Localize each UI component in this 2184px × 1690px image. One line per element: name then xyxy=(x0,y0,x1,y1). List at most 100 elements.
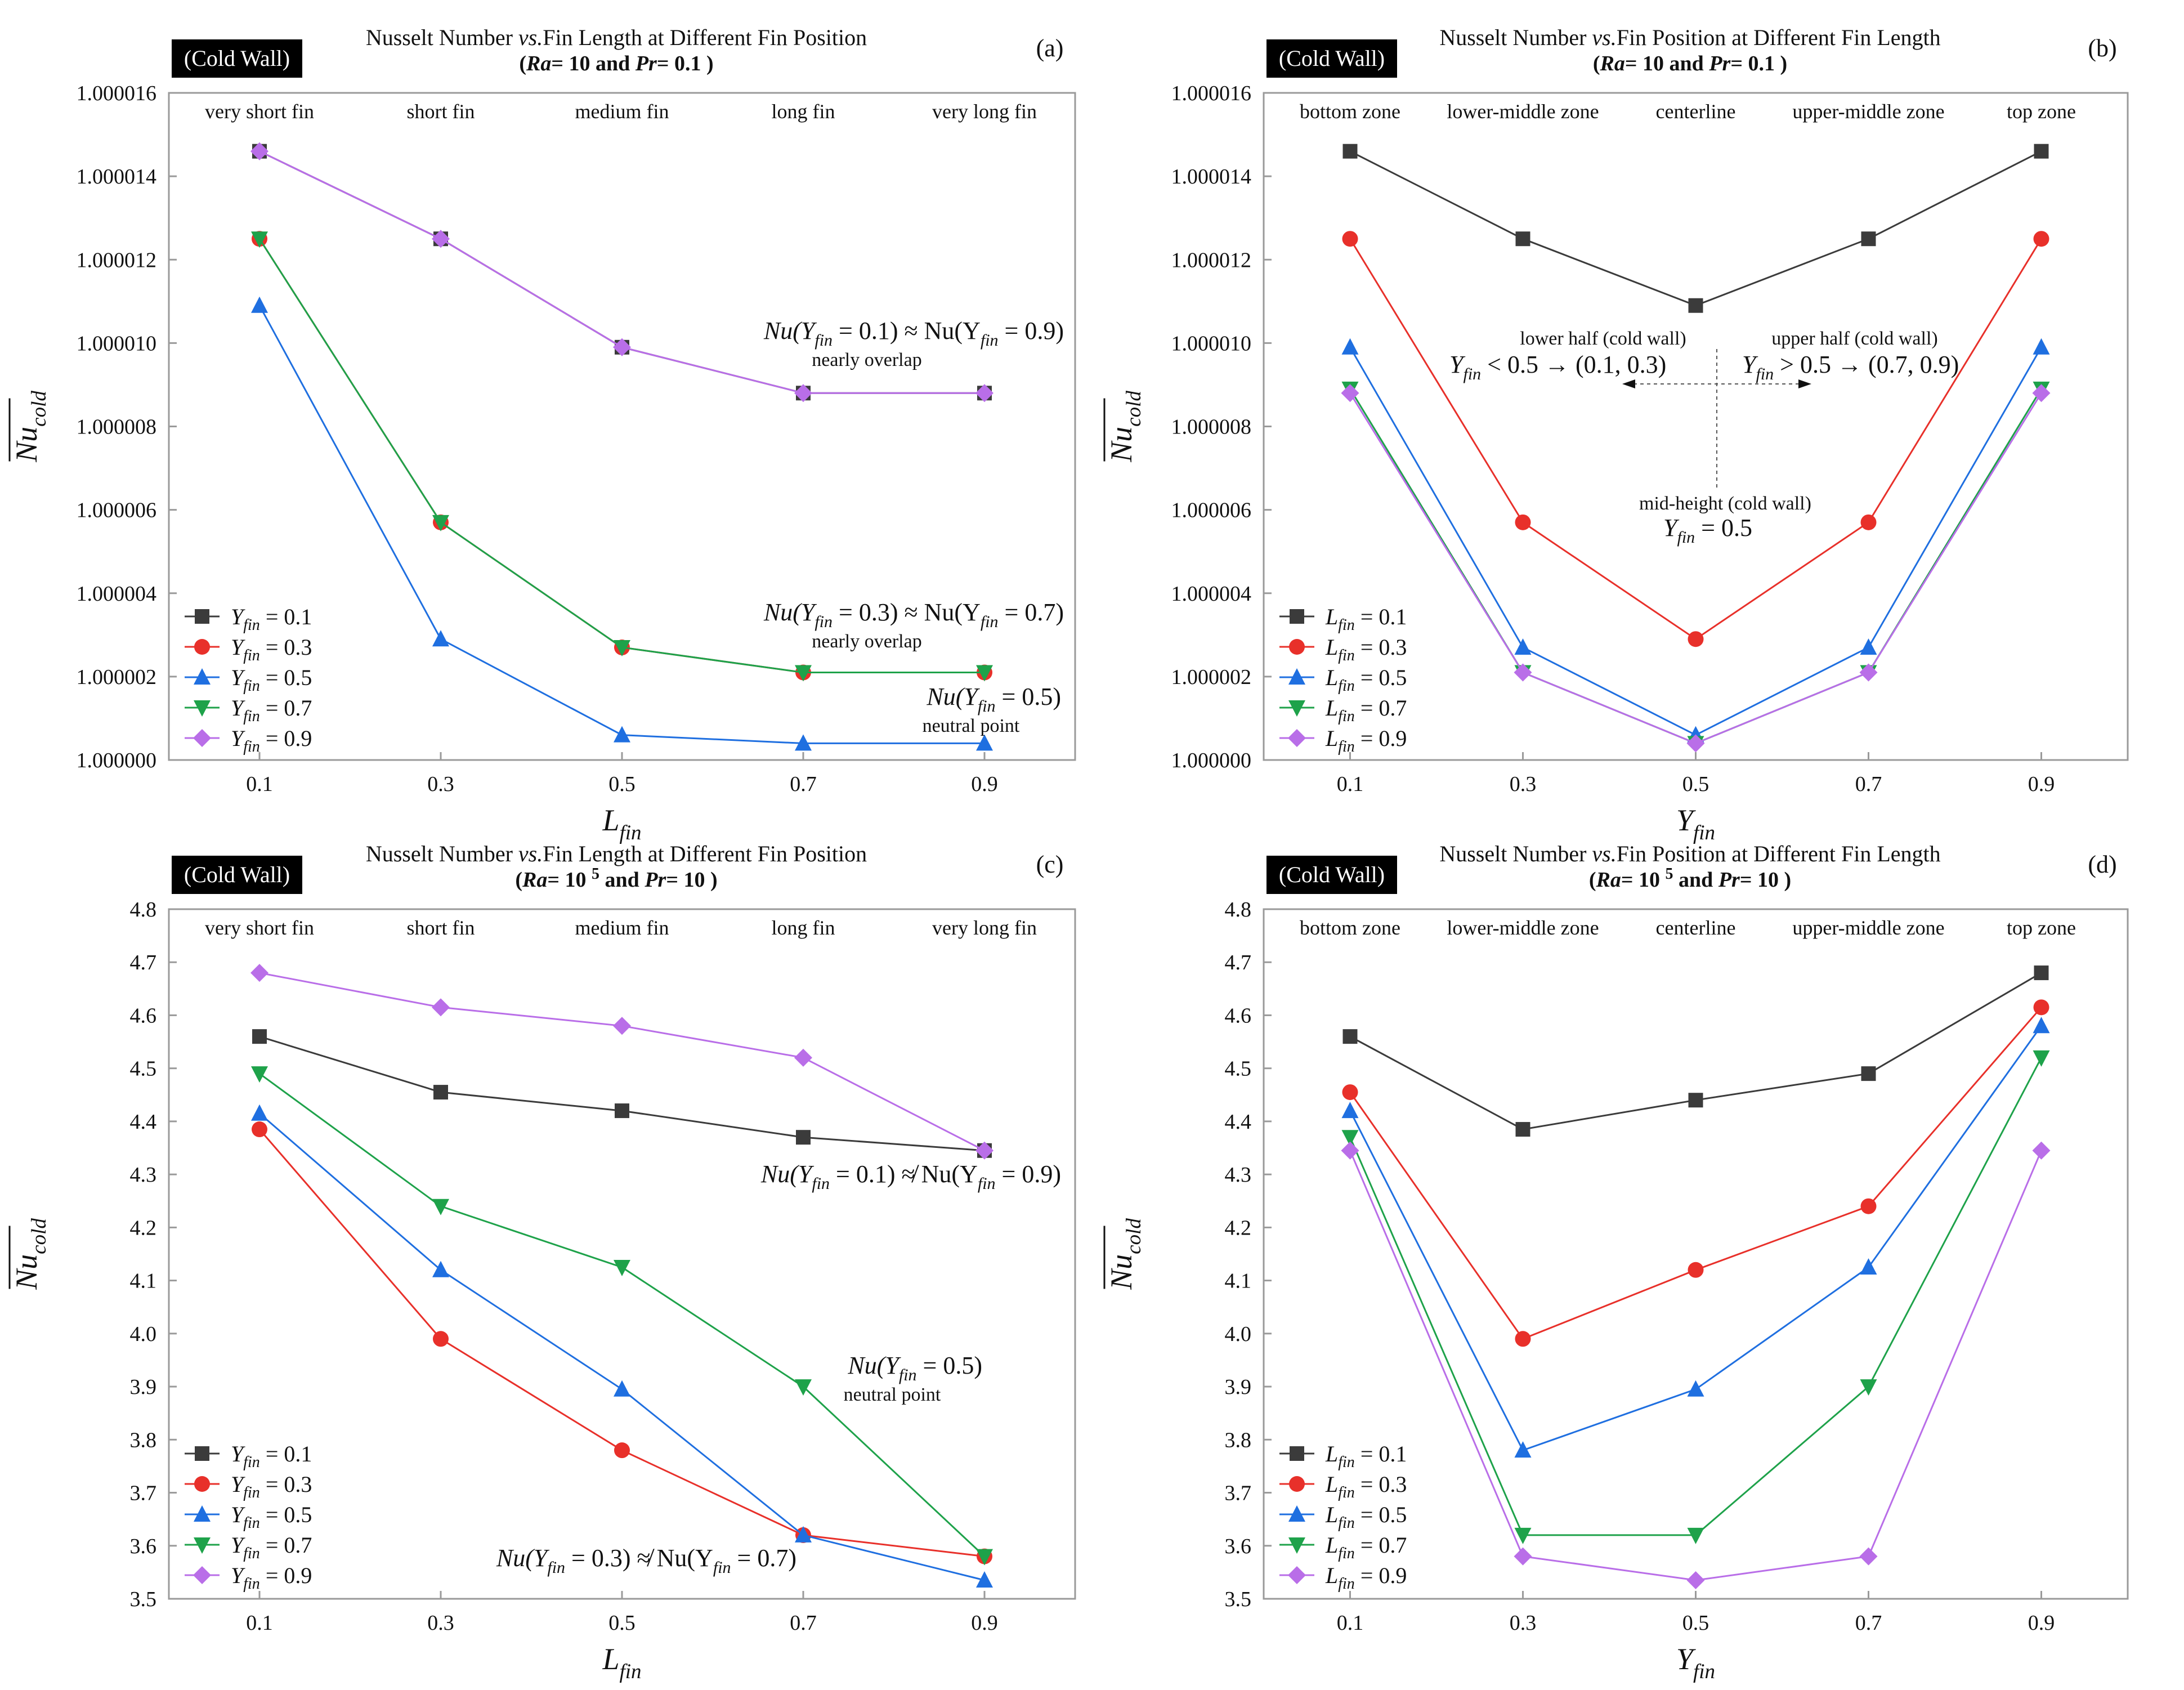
y-axis-label-group: Nucold xyxy=(1103,1218,1145,1290)
y-tick-label: 3.6 xyxy=(130,1535,157,1558)
data-point xyxy=(2032,1141,2051,1160)
data-point xyxy=(1687,1527,1704,1544)
y-tick-label: 4.6 xyxy=(1225,1004,1252,1027)
data-point xyxy=(251,296,268,313)
plot-frame xyxy=(168,92,1076,761)
series-line xyxy=(1349,388,2042,745)
x-tick-label: 0.7 xyxy=(1855,772,1882,796)
data-point xyxy=(1860,1258,1877,1275)
series-line xyxy=(1349,1057,2042,1536)
cold-wall-badge-label: (Cold Wall) xyxy=(1279,46,1385,71)
zone-label: long fin xyxy=(772,100,835,123)
y-tick-label: 3.5 xyxy=(1225,1588,1252,1611)
x-tick-label: 0.9 xyxy=(2028,1611,2055,1635)
annotation-a-note-3: neutral point xyxy=(923,716,1020,736)
panel-c: Nusselt Number vs.Fin Length at Differen… xyxy=(8,841,1076,1683)
data-point xyxy=(795,665,812,682)
legend-marker xyxy=(1289,1476,1305,1492)
y-tick-label: 1.000016 xyxy=(77,82,157,105)
legend-entry: Yfin = 0.5 xyxy=(231,1502,312,1532)
data-point xyxy=(432,630,449,647)
chart-title: Nusselt Number vs.Fin Position at Differ… xyxy=(1439,25,1940,50)
data-point xyxy=(1688,1093,1703,1108)
cold-wall-badge xyxy=(1266,856,1397,894)
x-tick-label: 0.3 xyxy=(1510,1611,1537,1635)
series-line xyxy=(258,305,984,744)
data-point xyxy=(796,1130,811,1145)
y-tick-label: 4.3 xyxy=(130,1163,157,1187)
legend-marker xyxy=(194,1505,211,1522)
chart-title: Nusselt Number vs.Fin Position at Differ… xyxy=(1439,841,1940,866)
y-tick-label: 1.000004 xyxy=(77,582,157,606)
cold-wall-badge xyxy=(172,39,302,78)
data-point xyxy=(2033,999,2049,1016)
y-axis-label: Nucold xyxy=(1104,391,1145,463)
legend-entry: Lfin = 0.3 xyxy=(1325,1472,1407,1501)
data-point xyxy=(250,142,268,160)
data-point xyxy=(614,726,630,743)
data-point xyxy=(1860,1198,1877,1214)
series-line xyxy=(1349,1007,2042,1340)
legend-entry: Yfin = 0.3 xyxy=(231,634,312,664)
y-tick-label: 3.6 xyxy=(1225,1535,1252,1558)
legend-entry: Lfin = 0.9 xyxy=(1325,726,1407,755)
zone-label: upper-middle zone xyxy=(1792,100,1944,123)
data-point xyxy=(1341,384,1359,403)
y-tick-label: 1.000012 xyxy=(1171,248,1252,272)
legend-marker xyxy=(194,1476,210,1492)
x-tick-label: 0.1 xyxy=(246,1611,273,1635)
zone-label: top zone xyxy=(2007,100,2076,123)
legend-marker xyxy=(1288,1505,1305,1522)
data-point xyxy=(615,1103,629,1119)
x-tick-label: 0.7 xyxy=(790,1611,817,1635)
legend-marker xyxy=(194,1537,211,1554)
x-tick-label: 0.9 xyxy=(2028,772,2055,796)
data-point xyxy=(795,1526,812,1543)
data-point xyxy=(1688,1262,1704,1278)
legend-entry: Yfin = 0.9 xyxy=(231,1563,312,1593)
zone-label: centerline xyxy=(1656,100,1736,123)
y-tick-label: 3.5 xyxy=(130,1588,157,1611)
data-point xyxy=(1860,514,1877,530)
chart-subtitle: (Ra= 10 and Pr= 0.1 ) xyxy=(1593,52,1787,75)
data-point xyxy=(1687,1380,1704,1397)
y-tick-label: 1.000008 xyxy=(77,415,157,439)
legend-entry: Lfin = 0.1 xyxy=(1325,604,1407,634)
data-point xyxy=(1688,631,1704,647)
x-tick-label: 0.1 xyxy=(1337,772,1364,796)
data-point xyxy=(432,230,450,248)
y-tick-label: 1.000014 xyxy=(77,165,157,189)
legend-marker xyxy=(193,1566,211,1584)
zone-label: very short fin xyxy=(205,100,314,123)
y-axis-label: Nucold xyxy=(10,391,51,463)
data-point xyxy=(433,1331,449,1347)
panel-label: (a) xyxy=(1036,34,1064,62)
data-point xyxy=(1514,1441,1532,1458)
x-tick-label: 0.9 xyxy=(971,1611,998,1635)
y-tick-label: 1.000010 xyxy=(77,332,157,355)
x-axis-label: Yfin xyxy=(1676,1642,1715,1683)
data-point xyxy=(432,1260,449,1277)
cold-wall-badge xyxy=(172,856,302,894)
panel-label: (c) xyxy=(1036,851,1064,878)
zone-label: bottom zone xyxy=(1300,100,1400,123)
legend-entry: Lfin = 0.7 xyxy=(1325,1532,1407,1562)
data-point xyxy=(1514,663,1532,682)
data-point xyxy=(1514,638,1532,655)
annotation-b-lower-math: Yfin < 0.5 → (0.1, 0.3) xyxy=(1449,351,1666,383)
data-point xyxy=(976,734,993,751)
zone-label: top zone xyxy=(2007,916,2076,939)
x-tick-label: 0.3 xyxy=(427,772,454,796)
x-tick-label: 0.1 xyxy=(246,772,273,796)
y-axis-label-group: Nucold xyxy=(8,1218,51,1290)
y-tick-label: 1.000004 xyxy=(1171,582,1252,606)
y-tick-label: 1.000002 xyxy=(1171,665,1252,689)
legend-marker xyxy=(1289,639,1305,655)
cold-wall-badge xyxy=(1266,39,1397,78)
y-tick-label: 4.7 xyxy=(130,951,157,974)
zone-label: medium fin xyxy=(575,916,669,939)
legend-marker xyxy=(194,700,211,717)
x-tick-label: 0.9 xyxy=(971,772,998,796)
x-tick-label: 0.7 xyxy=(1855,1611,1882,1635)
